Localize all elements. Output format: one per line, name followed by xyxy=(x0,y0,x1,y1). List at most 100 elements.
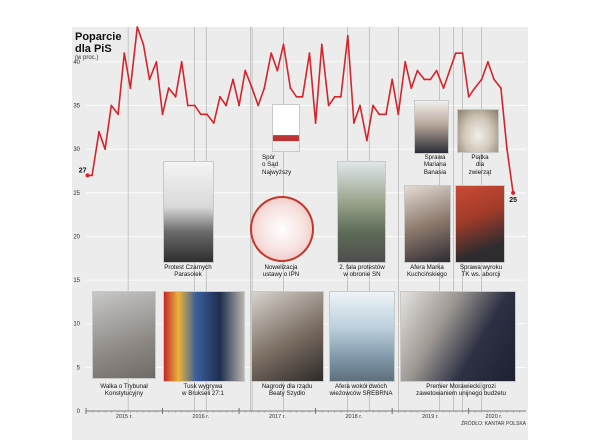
data-point xyxy=(346,34,349,37)
caption-morawiecki: Premier Morawiecki grozi zawetowaniem un… xyxy=(402,383,520,398)
data-point xyxy=(480,78,483,81)
data-point xyxy=(461,52,464,55)
endpoint-marker xyxy=(511,190,516,195)
data-point xyxy=(435,69,438,72)
caption-srebrna: Afera wokół dwóch wieżowców SREBRNA xyxy=(322,383,400,398)
data-point xyxy=(91,174,94,177)
data-point xyxy=(506,148,508,151)
data-point xyxy=(301,95,304,98)
data-point xyxy=(442,87,445,89)
data-point xyxy=(416,69,419,72)
caption-line: Sprawa wyroku xyxy=(459,264,503,271)
data-point xyxy=(104,148,107,151)
data-point xyxy=(167,87,170,89)
x-year-label: 2020 r. xyxy=(486,414,503,420)
data-point xyxy=(353,122,355,124)
data-point xyxy=(454,52,457,55)
caption-line: Tusk wygrywa xyxy=(183,383,223,390)
caption-umbrella: Protest Czarnych Parasolek xyxy=(148,264,228,279)
data-point xyxy=(404,61,407,63)
data-point xyxy=(219,95,221,98)
y-tick-label: 5 xyxy=(77,365,81,371)
abortion-protest-photo xyxy=(455,185,505,263)
chart-title-line1: Poparcie xyxy=(75,31,122,43)
caption-line: w obronie SN xyxy=(343,271,381,279)
y-tick-label: 0 xyxy=(77,409,81,415)
data-point xyxy=(238,104,240,107)
caption-banas: Sprawa Mariana Banasia xyxy=(415,154,455,176)
x-year-label: 2019 r. xyxy=(422,414,439,420)
data-point xyxy=(110,104,113,107)
caption-line: Kuchcińskiego xyxy=(407,271,447,279)
x-year-label: 2018 r. xyxy=(345,414,362,420)
data-point xyxy=(212,122,215,124)
caption-line: Afera Marka xyxy=(410,264,444,271)
caption-kuchcinski: Afera Marka Kuchcińskiego xyxy=(398,264,456,279)
data-point xyxy=(295,95,298,98)
ipn-seal-photo xyxy=(250,196,314,262)
endpoint-marker xyxy=(85,173,90,178)
y-tick-label: 10 xyxy=(73,322,80,328)
caption-sn: Spór o Sąd Najwyższy xyxy=(262,154,308,176)
data-point xyxy=(473,87,476,89)
data-point xyxy=(429,78,432,81)
data-point xyxy=(263,87,266,89)
y-tick-label: 30 xyxy=(73,147,80,153)
data-point xyxy=(123,52,126,55)
caption-line: Protest Czarnych xyxy=(164,264,212,271)
tk-protest-photo xyxy=(92,291,156,379)
caption-line: ustawy o IPN xyxy=(262,271,300,279)
y-tick-label: 40 xyxy=(73,60,80,66)
data-point xyxy=(372,104,374,107)
caption-piatka: Piątka dla zwierząt xyxy=(460,154,500,176)
caption-line: Premier Morawiecki grozi xyxy=(426,383,496,390)
data-point xyxy=(366,139,368,142)
y-tick-label: 35 xyxy=(73,104,80,110)
data-point xyxy=(199,113,202,116)
data-point xyxy=(180,61,183,63)
caption-szydlo: Nagrody dla rządu Beaty Szydło xyxy=(245,383,329,398)
caption-line: Afera wokół dwóch xyxy=(335,383,387,390)
caption-line: dla xyxy=(475,161,485,169)
caption-line: TK ws. aborcji xyxy=(461,271,501,279)
srebrna-towers-photo xyxy=(329,291,395,382)
data-point xyxy=(339,95,342,98)
tusk-photo xyxy=(163,291,245,382)
caption-tk: Walka o Trybunał Konstytucyjny xyxy=(84,383,164,398)
data-point xyxy=(486,61,489,63)
court-logo-photo xyxy=(272,104,300,152)
chart-subtitle: (w proc.) xyxy=(75,55,99,61)
data-point xyxy=(397,113,400,116)
szydlo-photo xyxy=(251,291,324,382)
caption-line: 2. fala protestów xyxy=(339,264,385,271)
x-year-label: 2015 r. xyxy=(116,414,133,420)
y-tick-label: 25 xyxy=(73,191,80,197)
caption-line: Banasia xyxy=(423,168,447,176)
caption-line: zwierząt xyxy=(468,168,492,176)
data-point xyxy=(225,104,227,107)
data-point xyxy=(333,95,336,98)
data-point xyxy=(129,87,132,89)
caption-aborcja: Sprawa wyroku TK ws. aborcji xyxy=(450,264,512,279)
data-point xyxy=(359,104,361,107)
data-point xyxy=(161,113,164,116)
caption-line: Konstytucyjny xyxy=(104,390,144,398)
data-point xyxy=(448,69,451,72)
caption-line: Sprawa xyxy=(424,154,446,161)
caption-line: o Sąd xyxy=(262,161,279,169)
point-value-label: 27 xyxy=(79,167,87,174)
data-point xyxy=(251,87,253,89)
data-point xyxy=(378,113,381,116)
data-point xyxy=(391,78,394,81)
caption-line: w Brukseli 27:1 xyxy=(182,390,224,398)
source-note: ŹRÓDŁO: KANTAR POLSKA xyxy=(461,421,526,427)
data-point xyxy=(308,52,311,55)
caption-sn-2: 2. fala protestów w obronie SN xyxy=(330,264,394,279)
data-point xyxy=(314,122,317,124)
caption-tusk: Tusk wygrywa w Brukseli 27:1 xyxy=(160,383,246,398)
banas-photo xyxy=(414,100,449,154)
data-point xyxy=(257,104,260,107)
caption-line: Piątka xyxy=(471,154,489,161)
data-point xyxy=(467,95,470,98)
data-point xyxy=(385,113,387,116)
